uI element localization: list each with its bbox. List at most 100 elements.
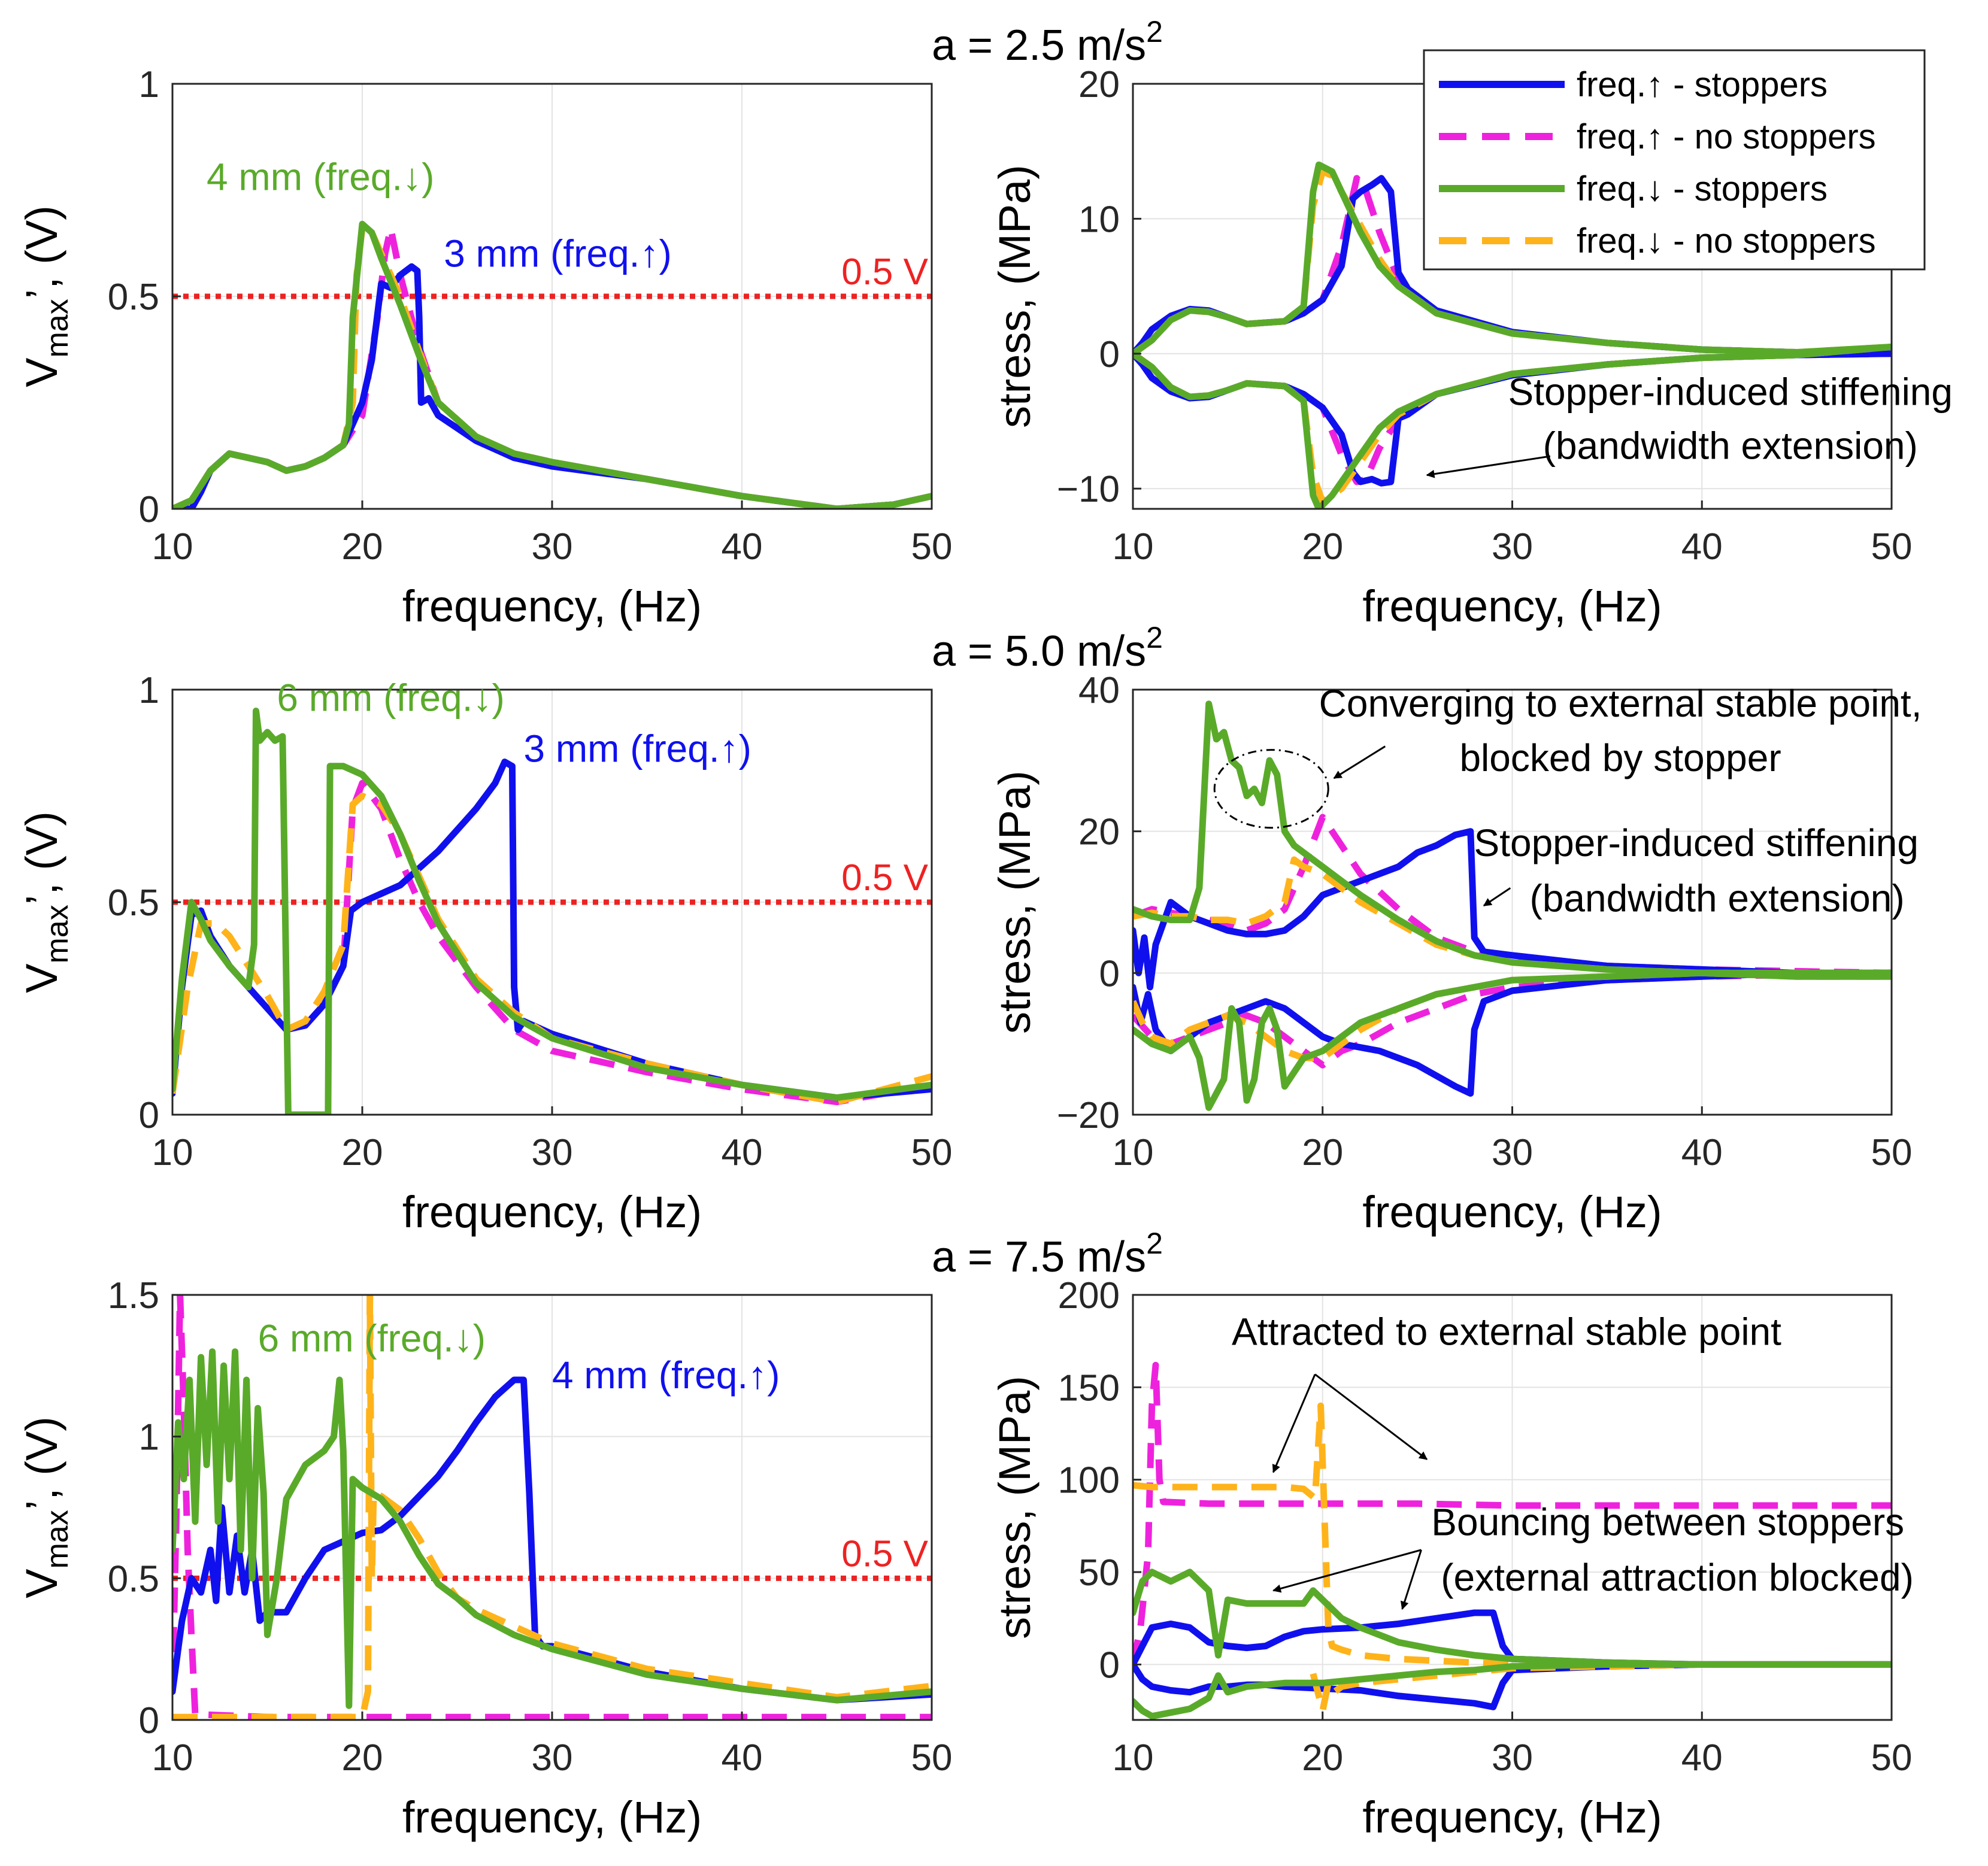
tick-label-y-s-2.5-0: −10 [1057,469,1120,510]
xlabel-s-5.0: frequency, (Hz) [1362,1187,1662,1237]
annotation-text-v-7.5-0: 6 mm (freq.↓) [258,1317,486,1360]
tick-label-x-v-7.5-0: 10 [152,1737,193,1779]
tick-label-x-v-5.0-2: 30 [532,1132,573,1173]
tick-label-x-s-5.0-2: 30 [1492,1132,1533,1173]
ylabel-s-2.5: stress, (MPa) [990,165,1040,428]
annotation-text-s-5.0-2: Stopper-induced stiffening [1474,821,1919,864]
panel-stress-7.5: 10 20 30 40 50 0 50 100 150 200 frequency, (Hz) str… [990,1275,1914,1842]
tick-label-x-v-5.0-0: 10 [152,1132,193,1173]
row-title-2: a = 5.0 m/s2 [932,621,1163,675]
series-line-v-7.5-3 [172,1348,932,1709]
ylabel-s-7.5: stress, (MPa) [990,1376,1040,1639]
tick-label-x-s-7.5-2: 30 [1492,1737,1533,1779]
legend-label-3: freq.↓ - stoppers [1577,169,1828,208]
annotation-arrow-s-7.5-1 [1314,1373,1428,1460]
tick-label-x-v-2.5-2: 30 [532,526,573,568]
tick-label-x-s-2.5-2: 30 [1492,526,1533,568]
tick-label-x-s-2.5-1: 20 [1302,526,1343,568]
ylabel-v-7.5: Vmax’, (V) [17,1416,75,1598]
series-line-s-7.5-6 [1133,1661,1892,1720]
tick-label-x-s-2.5-4: 50 [1871,526,1913,568]
tick-label-y-s-7.5-0: 0 [1099,1644,1120,1686]
annotation-text-v-7.5-1: 4 mm (freq.↑) [552,1354,780,1397]
tick-label-y-s-2.5-3: 20 [1078,64,1120,105]
annotation-text-v-2.5-1: 3 mm (freq.↑) [444,232,671,275]
tick-label-x-v-7.5-2: 30 [532,1737,573,1779]
series-line-v-5.0-2 [172,793,932,1106]
panel-v-5.0: 0.5 V 10 20 30 40 50 0 0.5 1 frequency, (Hz) Vmax’… [17,670,952,1237]
row-title-3-exp: 2 [1146,1227,1163,1260]
tick-label-x-v-2.5-1: 20 [342,526,383,568]
series-line-s-2.5-6 [1133,161,1892,357]
tick-label-x-v-7.5-1: 20 [342,1737,383,1779]
tick-label-y-v-7.5-1: 0.5 [108,1558,159,1600]
annotation-text-s-2.5-1: (bandwidth extension) [1543,424,1918,468]
row-title-3: a = 7.5 m/s2 [932,1227,1163,1281]
series-line-s-2.5-7 [1133,344,1892,509]
tick-label-y-s-2.5-1: 0 [1099,334,1120,375]
legend-entry-3: freq.↓ - stoppers [1439,169,1828,208]
annotation-text-s-7.5-2: (external attraction blocked) [1441,1556,1914,1599]
tick-label-x-v-5.0-4: 50 [911,1132,953,1173]
annotation-text-s-5.0-1: blocked by stopper [1459,736,1781,779]
series-line-s-5.0-7 [1133,969,1892,1111]
xlabel-v-7.5: frequency, (Hz) [402,1792,702,1842]
annotation-arrow-s-2.5-0 [1426,455,1551,478]
series-line-s-7.5-5 [1133,1568,1892,1668]
tick-label-y-v-2.5-1: 0.5 [108,277,159,318]
series-line-v-2.5-3 [172,220,932,509]
ylabel-v-2.5: Vmax’, (V) [17,205,75,387]
row-title-2-exp: 2 [1146,621,1163,654]
row-title-2-label: a = 5.0 m/s [932,627,1146,675]
tick-label-y-s-7.5-3: 150 [1058,1367,1120,1409]
tick-label-y-s-5.0-0: −20 [1057,1095,1120,1136]
tick-label-x-s-2.5-3: 40 [1681,526,1723,568]
annotation-arrow-s-5.0-1 [1483,887,1511,907]
tick-label-y-v-5.0-1: 0.5 [108,882,159,924]
tick-label-y-v-5.0-2: 1 [139,670,159,711]
tick-label-y-s-7.5-1: 50 [1078,1552,1120,1594]
series-line-s-5.0-6 [1133,700,1892,980]
tick-label-x-s-5.0-3: 40 [1681,1132,1723,1173]
tick-label-y-v-7.5-0: 0 [139,1700,159,1741]
annotation-arrow-s-5.0-0 [1333,745,1386,779]
tick-label-y-s-7.5-4: 200 [1058,1275,1120,1316]
threshold-label-v-7.5: 0.5 V [841,1533,928,1574]
legend: freq.↑ - stoppers freq.↑ - no stoppers f… [1423,49,1926,271]
tick-label-y-s-5.0-3: 40 [1078,670,1120,711]
annotation-text-s-5.0-0: Converging to external stable point, [1319,682,1922,725]
series-line-v-5.0-3 [172,708,932,1115]
panel-stress-5.0: 10 20 30 40 50 −20 0 20 40 frequency, (Hz) stress,… [990,670,1922,1237]
threshold-label-v-5.0: 0.5 V [841,857,928,899]
annotation-text-v-5.0-0: 6 mm (freq.↓) [277,676,504,720]
tick-label-x-v-2.5-4: 50 [911,526,953,568]
tick-label-x-s-2.5-0: 10 [1113,526,1154,568]
annotation-arrow-s-7.5-0 [1272,1374,1316,1473]
xlabel-v-2.5: frequency, (Hz) [402,581,702,631]
panel-v-2.5: 0.5 V 10 20 30 40 50 0 0.5 1 frequency, (Hz) Vmax’… [17,64,952,631]
tick-label-x-v-7.5-4: 50 [911,1737,953,1779]
threshold-label-v-2.5: 0.5 V [841,251,928,293]
tick-label-y-s-5.0-2: 20 [1078,812,1120,853]
tick-label-y-s-7.5-2: 100 [1058,1460,1120,1501]
annotation-arrow-s-7.5-2 [1272,1549,1422,1593]
legend-entry-1: freq.↑ - stoppers [1439,65,1828,104]
legend-label-2: freq.↑ - no stoppers [1577,117,1876,156]
tick-label-x-v-5.0-1: 20 [342,1132,383,1173]
legend-entry-2: freq.↑ - no stoppers [1439,117,1876,156]
series-line-s-7.5-2 [1310,1661,1892,1715]
annotation-text-v-5.0-1: 3 mm (freq.↑) [523,727,751,770]
annotation-text-s-5.0-3: (bandwidth extension) [1530,876,1905,920]
tick-label-x-s-5.0-0: 10 [1113,1132,1154,1173]
tick-label-x-v-5.0-3: 40 [722,1132,763,1173]
tick-label-y-v-7.5-3: 1.5 [108,1275,159,1316]
tick-label-x-s-7.5-1: 20 [1302,1737,1343,1779]
tick-label-x-v-2.5-0: 10 [152,526,193,568]
annotation-arrow-s-7.5-3 [1400,1549,1422,1610]
xlabel-v-5.0: frequency, (Hz) [402,1187,702,1237]
tick-label-y-v-5.0-0: 0 [139,1095,159,1136]
xlabel-s-7.5: frequency, (Hz) [1362,1792,1662,1842]
row-title-1-exp: 2 [1146,15,1163,48]
annotation-text-s-7.5-0: Attracted to external stable point [1232,1310,1781,1353]
tick-label-y-v-7.5-2: 1 [139,1417,159,1458]
